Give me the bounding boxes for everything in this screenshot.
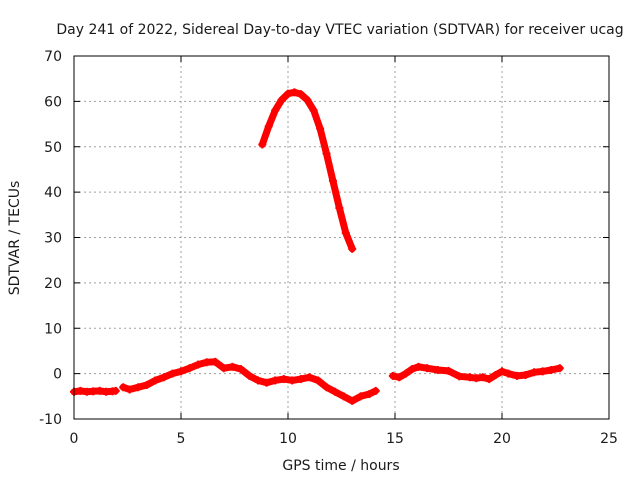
chart-title: Day 241 of 2022, Sidereal Day-to-day VTE… <box>56 22 623 38</box>
x-tick-label: 0 <box>70 431 79 447</box>
data-point <box>433 365 442 374</box>
data-point <box>296 375 305 384</box>
data-point <box>264 122 273 131</box>
data-point <box>111 386 120 395</box>
data-point <box>328 176 337 185</box>
data-point <box>530 368 539 377</box>
data-point <box>498 367 506 376</box>
data-point <box>365 390 374 399</box>
data-point <box>168 369 177 378</box>
data-point <box>341 228 350 237</box>
x-tick-label: 5 <box>177 431 186 447</box>
data-point <box>309 106 318 115</box>
data-point <box>485 375 494 384</box>
x-tick-label: 10 <box>279 431 297 447</box>
data-point <box>401 369 410 378</box>
data-point <box>478 373 487 382</box>
data-point <box>331 387 340 396</box>
data-point <box>271 106 280 115</box>
data-point <box>371 386 380 395</box>
data-point <box>348 244 357 253</box>
data-point <box>339 392 348 401</box>
y-tick-label: 60 <box>44 94 62 110</box>
series-trace <box>258 88 356 253</box>
data-point <box>125 385 134 394</box>
data-point <box>521 370 530 379</box>
data-point <box>322 383 331 392</box>
y-tick-label: 0 <box>53 367 62 383</box>
data-point <box>277 96 286 105</box>
grid <box>74 56 609 419</box>
data-point <box>316 124 325 133</box>
data-point <box>288 376 297 385</box>
data-point <box>119 383 128 392</box>
axis-ticks: 0 5 10 15 20 25 -10 0 10 20 30 40 50 60 70 <box>39 49 618 447</box>
data-point <box>254 376 263 385</box>
data-point <box>423 364 432 373</box>
y-tick-label: -10 <box>39 412 62 428</box>
series-trace <box>119 358 380 405</box>
data-point <box>194 360 203 369</box>
data-point <box>356 392 365 401</box>
y-tick-label: 40 <box>44 185 62 201</box>
data-point <box>414 362 423 371</box>
data-point <box>555 364 564 373</box>
data-point <box>408 365 417 374</box>
data-point <box>177 367 185 376</box>
data-point <box>313 376 322 385</box>
data-point <box>455 372 464 381</box>
data-point <box>444 366 453 375</box>
data-point <box>236 365 245 374</box>
x-tick-label: 20 <box>493 431 511 447</box>
data-point <box>547 365 556 374</box>
data-point <box>538 367 547 376</box>
data-point <box>202 358 211 367</box>
data-point <box>290 88 299 97</box>
x-tick-label: 15 <box>386 431 404 447</box>
y-tick-label: 30 <box>44 231 62 247</box>
series-ucag <box>70 88 564 405</box>
data-point <box>159 373 168 382</box>
data-point <box>219 364 228 373</box>
data-point <box>305 373 314 382</box>
data-point <box>322 149 331 158</box>
data-point <box>348 396 357 405</box>
data-point <box>296 90 305 99</box>
data-point <box>211 357 220 366</box>
data-point <box>395 373 404 382</box>
data-point <box>491 370 500 379</box>
data-point <box>504 369 513 378</box>
data-point <box>134 383 143 392</box>
data-point <box>185 364 194 373</box>
data-point <box>228 362 237 371</box>
data-point <box>245 371 254 380</box>
data-point <box>279 375 288 384</box>
y-tick-label: 10 <box>44 321 62 337</box>
y-tick-label: 50 <box>44 140 62 156</box>
x-tick-label: 25 <box>600 431 618 447</box>
data-point <box>303 96 312 105</box>
x-axis-label: GPS time / hours <box>282 458 399 474</box>
data-point <box>262 378 271 387</box>
data-point <box>142 380 151 389</box>
data-point <box>335 204 344 213</box>
y-tick-label: 20 <box>44 276 62 292</box>
y-axis-label: SDTVAR / TECUs <box>7 181 23 296</box>
data-point <box>284 89 292 98</box>
data-point <box>151 376 160 385</box>
data-point <box>388 371 397 380</box>
data-point <box>512 371 521 380</box>
data-point <box>271 376 280 385</box>
y-tick-label: 70 <box>44 49 62 65</box>
data-point <box>258 140 267 149</box>
